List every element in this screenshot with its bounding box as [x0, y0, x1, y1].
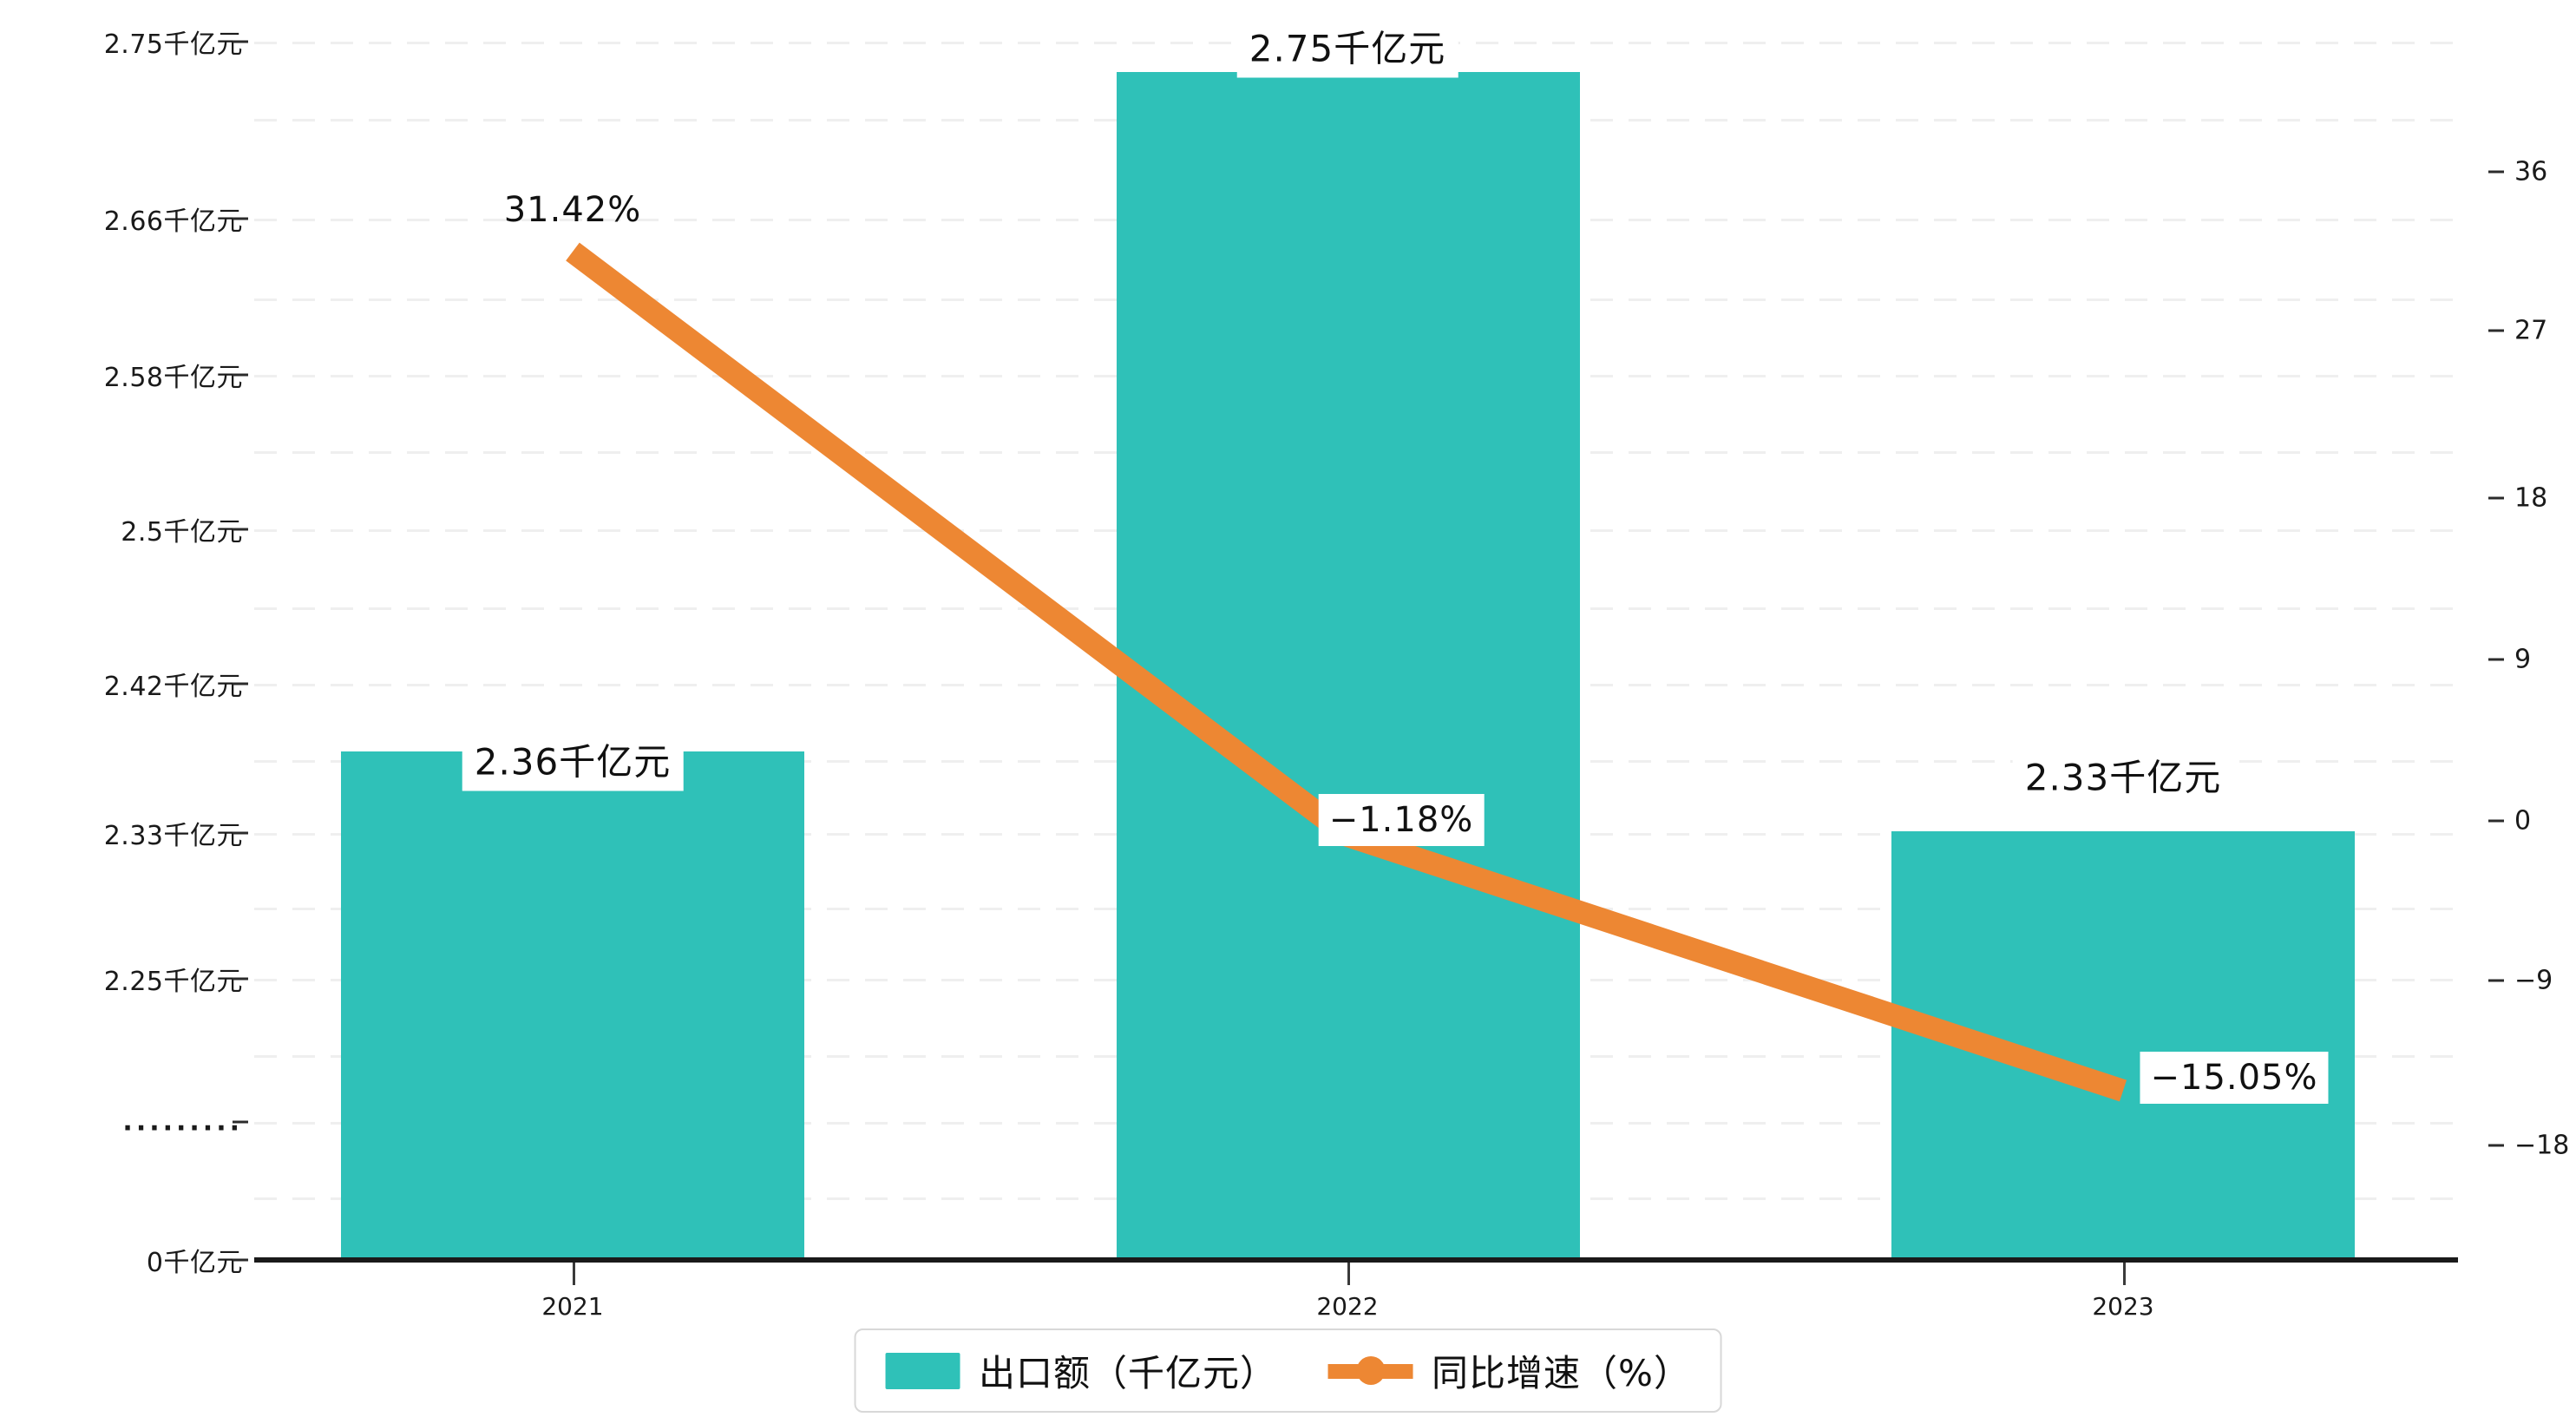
- y-axis-right-tick: [2488, 819, 2504, 823]
- y-axis-right-tick: [2488, 1144, 2504, 1147]
- x-axis-label-2021: 2021: [541, 1292, 604, 1321]
- legend-item-line[interactable]: 同比增速（%）: [1327, 1344, 1691, 1397]
- y-axis-left-tick: [233, 528, 248, 531]
- y-axis-right-label: 36: [2514, 156, 2548, 187]
- y-axis-left-tick: [233, 1120, 248, 1124]
- legend-line-swatch-icon: [1327, 1353, 1413, 1389]
- y-axis-right-tick: [2488, 979, 2504, 982]
- y-axis-left-tick: [233, 1258, 248, 1262]
- y-axis-left-tick: [233, 831, 248, 835]
- y-axis-left-label: 2.66千亿元: [103, 207, 243, 237]
- y-axis-right-label: 27: [2514, 315, 2548, 346]
- bar-2023[interactable]: [1891, 831, 2355, 1257]
- y-axis-right-label: 18: [2514, 482, 2548, 514]
- legend-bar-swatch-icon: [885, 1352, 960, 1389]
- chart-legend[interactable]: 出口额（千亿元） 同比增速（%）: [854, 1328, 1722, 1413]
- x-axis-line: [254, 1257, 2458, 1263]
- y-axis-right-tick: [2488, 658, 2504, 661]
- bar-value-label-2022: 2.75千亿元: [1236, 14, 1458, 78]
- y-axis-left-tick: [233, 217, 248, 220]
- y-axis-left-tick: [233, 40, 248, 43]
- y-axis-left-label: 0千亿元: [146, 1248, 243, 1278]
- x-axis-tick: [2123, 1263, 2126, 1285]
- legend-item-label: 出口额（千亿元）: [979, 1352, 1278, 1394]
- y-axis-right-tick: [2488, 170, 2504, 174]
- x-axis-tick: [573, 1263, 575, 1285]
- legend-item-bar[interactable]: 出口额（千亿元）: [885, 1344, 1277, 1397]
- x-axis-tick: [1347, 1263, 1350, 1285]
- y-axis-right-label: −18: [2514, 1130, 2570, 1161]
- bar-2022[interactable]: [1117, 72, 1580, 1257]
- y-axis-left-label: 2.58千亿元: [103, 363, 243, 393]
- y-axis-left-tick: [233, 373, 248, 377]
- bar-value-label-2021: 2.36千亿元: [462, 727, 684, 791]
- x-axis-label-2022: 2022: [1316, 1292, 1379, 1321]
- y-axis-left-label: 2.75千亿元: [103, 30, 243, 60]
- y-axis-left-label: 2.42千亿元: [103, 672, 243, 702]
- y-axis-left-label: 2.33千亿元: [103, 821, 243, 851]
- line-value-label-2023: −15.05%: [2140, 1052, 2329, 1104]
- y-axis-right-label: 9: [2514, 644, 2532, 675]
- y-axis-right-label: −9: [2514, 965, 2553, 996]
- y-axis-right-tick: [2488, 329, 2504, 332]
- y-axis-right-tick: [2488, 496, 2504, 500]
- y-axis-left-tick: [233, 977, 248, 981]
- bar-2021[interactable]: [341, 751, 804, 1257]
- y-axis-left-label: .........: [122, 1106, 243, 1138]
- line-value-label-2022: −1.18%: [1318, 794, 1485, 846]
- y-axis-left-label: 2.5千亿元: [121, 517, 243, 548]
- y-axis-left-label: 2.25千亿元: [103, 967, 243, 997]
- bar-value-label-2023: 2.33千亿元: [2012, 743, 2234, 807]
- y-axis-left-tick: [233, 682, 248, 686]
- y-axis-right-label: 0: [2514, 805, 2532, 836]
- line-value-label-2021: 31.42%: [503, 190, 642, 230]
- legend-item-label: 同比增速（%）: [1432, 1352, 1691, 1394]
- x-axis-label-2023: 2023: [2092, 1292, 2154, 1321]
